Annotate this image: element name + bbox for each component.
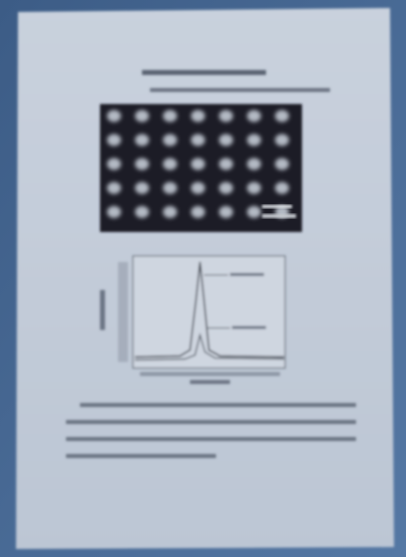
particle bbox=[163, 110, 177, 122]
particle bbox=[135, 134, 149, 146]
particle bbox=[135, 182, 149, 194]
particle bbox=[275, 158, 289, 170]
particle bbox=[219, 206, 233, 218]
particle bbox=[219, 182, 233, 194]
particle bbox=[163, 206, 177, 218]
particle bbox=[163, 158, 177, 170]
micrograph bbox=[100, 104, 302, 232]
particle bbox=[247, 158, 261, 170]
x-axis-label bbox=[190, 380, 230, 384]
particle bbox=[219, 110, 233, 122]
y-axis-label bbox=[100, 290, 105, 330]
plot-frame bbox=[133, 256, 285, 368]
particle bbox=[107, 182, 121, 194]
particle bbox=[107, 110, 121, 122]
particle bbox=[191, 206, 205, 218]
text-line bbox=[66, 454, 216, 458]
scale-bar bbox=[262, 205, 292, 208]
y-tick-labels bbox=[118, 262, 128, 362]
particle bbox=[107, 134, 121, 146]
particle bbox=[275, 182, 289, 194]
text-line bbox=[80, 403, 356, 407]
particle bbox=[247, 182, 261, 194]
subtitle-line bbox=[150, 88, 330, 92]
annotation-label bbox=[232, 326, 266, 329]
title-line bbox=[142, 70, 266, 75]
photo bbox=[0, 0, 406, 557]
particle bbox=[247, 110, 261, 122]
particle bbox=[247, 206, 261, 218]
particle bbox=[191, 110, 205, 122]
particle bbox=[107, 206, 121, 218]
particle bbox=[135, 206, 149, 218]
particle bbox=[219, 158, 233, 170]
text-line bbox=[66, 420, 356, 424]
scale-bar-label bbox=[262, 214, 296, 218]
particle bbox=[163, 182, 177, 194]
particle bbox=[191, 134, 205, 146]
particle bbox=[219, 134, 233, 146]
particle bbox=[135, 110, 149, 122]
particle bbox=[275, 110, 289, 122]
x-tick-labels bbox=[140, 372, 280, 376]
particle bbox=[135, 158, 149, 170]
particle bbox=[107, 158, 121, 170]
particle bbox=[191, 158, 205, 170]
particle bbox=[247, 134, 261, 146]
particle bbox=[275, 134, 289, 146]
text-line bbox=[66, 437, 356, 441]
annotation-label bbox=[230, 273, 264, 276]
particle bbox=[191, 182, 205, 194]
particle bbox=[163, 134, 177, 146]
